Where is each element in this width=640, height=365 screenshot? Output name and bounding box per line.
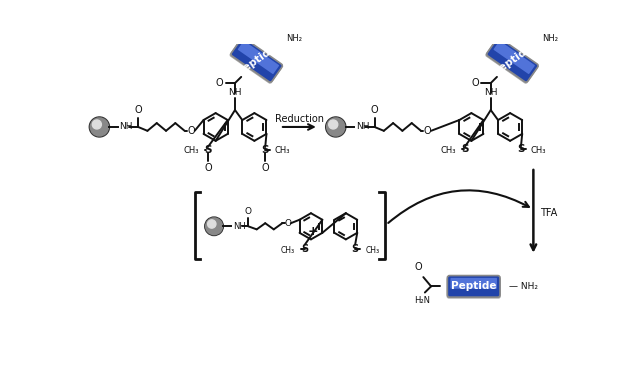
Text: S: S	[204, 145, 212, 155]
Ellipse shape	[92, 120, 101, 129]
Ellipse shape	[90, 118, 108, 136]
Text: NH₂: NH₂	[286, 34, 302, 43]
Text: H₂N: H₂N	[414, 296, 430, 304]
Ellipse shape	[205, 218, 223, 235]
Text: Peptide: Peptide	[451, 281, 497, 291]
Text: CH₃: CH₃	[275, 146, 290, 154]
Text: CH₃: CH₃	[365, 246, 380, 256]
Text: S: S	[301, 243, 308, 254]
Text: CH₃: CH₃	[280, 246, 294, 256]
Text: O: O	[415, 262, 422, 273]
Text: S: S	[517, 143, 525, 154]
FancyBboxPatch shape	[229, 39, 282, 84]
Text: +: +	[308, 225, 319, 238]
Text: O: O	[187, 126, 195, 136]
FancyBboxPatch shape	[493, 41, 535, 74]
Text: NH: NH	[484, 88, 497, 97]
Ellipse shape	[90, 117, 109, 137]
Text: NH: NH	[228, 88, 242, 97]
Text: O: O	[261, 163, 269, 173]
Text: Peptide: Peptide	[235, 43, 278, 77]
Ellipse shape	[326, 117, 346, 137]
Text: O: O	[371, 105, 378, 115]
Text: O: O	[204, 163, 212, 173]
Text: O: O	[134, 105, 142, 115]
Text: O: O	[424, 126, 431, 136]
Text: NH₂: NH₂	[542, 34, 558, 43]
Text: CH₃: CH₃	[440, 146, 456, 154]
Text: NH: NH	[120, 123, 133, 131]
Text: O: O	[472, 78, 479, 88]
Text: S: S	[461, 143, 469, 154]
FancyBboxPatch shape	[231, 38, 282, 82]
Text: Reduction: Reduction	[275, 114, 324, 124]
Text: CH₃: CH₃	[183, 146, 198, 154]
FancyBboxPatch shape	[486, 38, 538, 82]
Ellipse shape	[329, 120, 338, 129]
Text: Peptide: Peptide	[491, 43, 534, 77]
Ellipse shape	[326, 118, 345, 136]
Text: O: O	[216, 78, 223, 88]
Text: S: S	[262, 145, 269, 155]
Text: CH₃: CH₃	[531, 146, 546, 154]
Ellipse shape	[205, 217, 223, 235]
Text: S: S	[351, 243, 358, 254]
Text: O: O	[284, 219, 291, 228]
Text: O: O	[244, 207, 252, 215]
Text: TFA: TFA	[540, 208, 557, 218]
Ellipse shape	[207, 220, 216, 228]
FancyBboxPatch shape	[447, 276, 500, 297]
FancyBboxPatch shape	[485, 39, 538, 84]
Text: NH: NH	[233, 222, 245, 231]
FancyBboxPatch shape	[238, 41, 279, 74]
FancyBboxPatch shape	[447, 277, 501, 299]
FancyBboxPatch shape	[451, 278, 497, 289]
Text: NH: NH	[356, 123, 369, 131]
Text: — NH₂: — NH₂	[509, 282, 538, 291]
